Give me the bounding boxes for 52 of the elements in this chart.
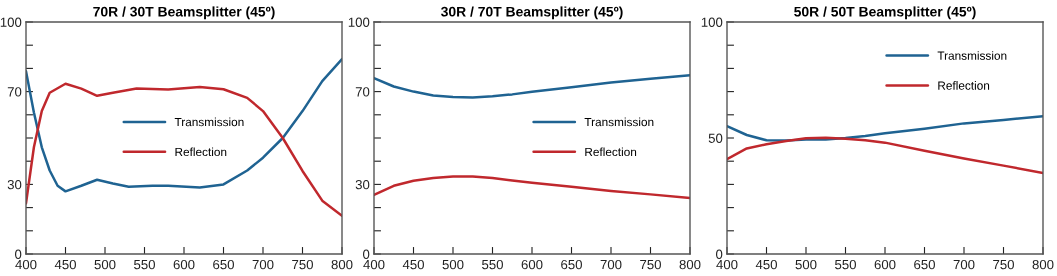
x-tick-label: 550	[482, 259, 503, 270]
y-tick-label: 30	[7, 179, 22, 190]
y-tick-label: 70	[355, 87, 370, 97]
x-tick-label: 450	[755, 259, 777, 270]
x-tick-label: 500	[795, 259, 817, 270]
chart-title: 50R / 50T Beamsplitter (45º)	[794, 6, 976, 20]
x-tick-label: 550	[134, 259, 155, 270]
x-tick-label: 700	[953, 259, 975, 270]
x-tick-label: 750	[640, 259, 661, 270]
x-tick-label: 750	[993, 259, 1014, 270]
legend-label: Reflection	[585, 147, 637, 157]
x-tick-label: 800	[1032, 259, 1054, 270]
x-tick-label: 800	[331, 259, 353, 270]
y-tick-label: 0	[363, 249, 370, 259]
y-tick-label: 70	[7, 87, 22, 97]
x-tick-label: 400	[363, 259, 385, 270]
line-series	[727, 136, 1043, 175]
chart-title: 70R / 30T Beamsplitter (45º)	[93, 6, 275, 20]
x-tick-label: 700	[600, 259, 622, 270]
legend-label: Transmission	[584, 117, 654, 127]
y-tick-label: 0	[15, 249, 22, 259]
legend-label: Transmission	[174, 117, 244, 127]
y-tick-label: 50	[708, 133, 723, 143]
x-tick-label: 650	[561, 259, 582, 270]
legend-label: Transmission	[937, 51, 1007, 60]
x-tick-label: 500	[442, 259, 464, 270]
line-series	[374, 73, 690, 99]
x-tick-label: 400	[15, 259, 37, 270]
x-tick-label: 550	[835, 259, 856, 270]
x-tick-label: 700	[252, 259, 274, 270]
y-tick-label: 100	[348, 17, 370, 27]
legend-label: Reflection	[938, 81, 990, 90]
x-tick-label: 600	[173, 259, 195, 270]
legend-label: Reflection	[175, 147, 227, 157]
x-tick-label: 600	[521, 259, 543, 270]
x-tick-label: 450	[402, 259, 424, 270]
y-tick-label: 100	[701, 17, 723, 27]
line-series	[374, 175, 690, 200]
x-tick-label: 500	[94, 259, 116, 270]
line-series	[26, 82, 342, 217]
y-tick-label: 30	[355, 179, 370, 190]
x-tick-label: 800	[679, 259, 701, 270]
line-series	[26, 57, 342, 193]
y-tick-label: 100	[0, 17, 22, 27]
x-tick-label: 650	[914, 259, 935, 270]
y-tick-label: 0	[716, 249, 723, 259]
x-tick-label: 750	[292, 259, 313, 270]
x-tick-label: 400	[716, 259, 738, 270]
chart-title: 30R / 70T Beamsplitter (45º)	[441, 6, 623, 20]
x-tick-label: 600	[874, 259, 896, 270]
x-tick-label: 450	[54, 259, 76, 270]
x-tick-label: 650	[213, 259, 234, 270]
